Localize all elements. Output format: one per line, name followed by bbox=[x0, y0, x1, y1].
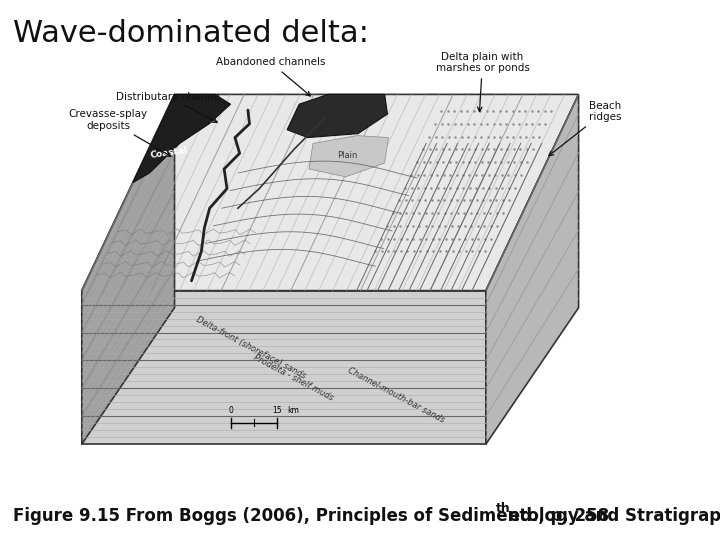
Text: Figure 9.15 From Boggs (2006), Principles of Sedimentology and Stratigraphy, 5: Figure 9.15 From Boggs (2006), Principle… bbox=[13, 507, 720, 525]
Text: Distributary channe: Distributary channe bbox=[116, 91, 220, 123]
Text: Wave-dominated delta:: Wave-dominated delta: bbox=[13, 19, 369, 48]
Polygon shape bbox=[132, 94, 230, 183]
Text: Delta plain with
marshes or ponds: Delta plain with marshes or ponds bbox=[436, 52, 529, 112]
Text: Prodelta - shelf muds: Prodelta - shelf muds bbox=[252, 353, 336, 403]
Text: ed., p. 258: ed., p. 258 bbox=[503, 507, 608, 525]
Polygon shape bbox=[287, 94, 387, 138]
Text: Delta-front (shoreface) sands: Delta-front (shoreface) sands bbox=[194, 315, 307, 381]
Text: 15: 15 bbox=[272, 406, 282, 415]
Text: Plain: Plain bbox=[338, 151, 358, 160]
Polygon shape bbox=[82, 94, 174, 444]
Text: km: km bbox=[287, 406, 299, 415]
Polygon shape bbox=[82, 94, 579, 291]
Text: Channel-mouth-bar sands: Channel-mouth-bar sands bbox=[346, 366, 446, 424]
Text: Beach
ridges: Beach ridges bbox=[549, 100, 621, 156]
Text: Coastal: Coastal bbox=[150, 146, 189, 160]
Text: th: th bbox=[496, 502, 510, 515]
Polygon shape bbox=[82, 291, 486, 444]
Text: Abandoned channels: Abandoned channels bbox=[216, 57, 325, 96]
Polygon shape bbox=[486, 94, 579, 444]
Text: 0: 0 bbox=[228, 406, 233, 415]
Text: Crevasse-splay
deposits: Crevasse-splay deposits bbox=[68, 109, 171, 156]
Polygon shape bbox=[309, 136, 389, 177]
